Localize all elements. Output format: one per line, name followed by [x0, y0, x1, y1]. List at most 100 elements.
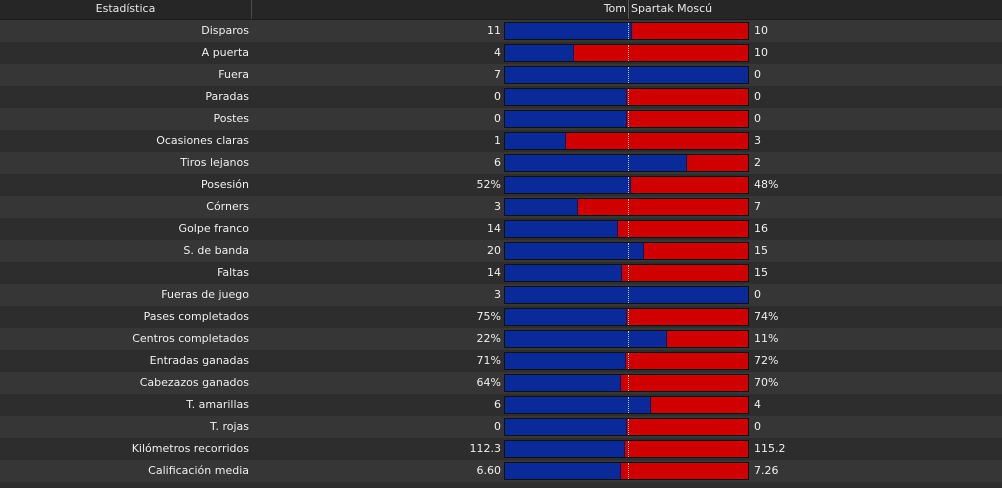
- comparison-bar: [504, 176, 749, 194]
- comparison-bar: [504, 396, 749, 414]
- away-value: 15: [754, 266, 768, 279]
- bar-center-line: [628, 177, 629, 193]
- home-bar-fill: [505, 89, 627, 105]
- stat-row: A puerta 4 10: [0, 42, 1002, 64]
- away-value: 0: [754, 68, 761, 81]
- stats-table: Disparos 11 10 A puerta 4 10 Fuera 7 0 Paradas 0 0 P…: [0, 20, 1002, 482]
- home-value: 0: [494, 420, 501, 433]
- stat-label: Paradas: [205, 90, 249, 103]
- stat-label: S. de banda: [183, 244, 249, 257]
- bar-center-line: [628, 309, 629, 325]
- home-bar-fill: [505, 67, 748, 83]
- stat-label: Entradas ganadas: [149, 354, 249, 367]
- bar-center-line: [628, 67, 629, 83]
- away-value: 3: [754, 134, 761, 147]
- home-bar-fill: [505, 23, 632, 39]
- home-value: 20: [487, 244, 501, 257]
- stat-label: Disparos: [201, 24, 249, 37]
- bar-center-line: [628, 353, 629, 369]
- away-value: 115.2: [754, 442, 786, 455]
- home-bar-fill: [505, 463, 621, 479]
- stats-header: Estadística Tom Spartak Moscú: [0, 0, 1002, 20]
- home-value: 112.3: [469, 442, 502, 455]
- comparison-bar: [504, 132, 749, 150]
- home-bar-fill: [505, 419, 627, 435]
- stat-row: Calificación media 6.60 7.26: [0, 460, 1002, 482]
- stat-row: Fuera 7 0: [0, 64, 1002, 86]
- stat-row: Posesión 52% 48%: [0, 174, 1002, 196]
- comparison-bar: [504, 22, 749, 40]
- bar-center-line: [628, 23, 629, 39]
- comparison-bar: [504, 286, 749, 304]
- header-home-team: Tom: [603, 2, 626, 15]
- stat-row: Pases completados 75% 74%: [0, 306, 1002, 328]
- comparison-bar: [504, 352, 749, 370]
- stat-label: A puerta: [201, 46, 249, 59]
- home-value: 7: [494, 68, 501, 81]
- comparison-bar: [504, 374, 749, 392]
- home-value: 14: [487, 266, 501, 279]
- home-value: 3: [494, 200, 501, 213]
- home-bar-fill: [505, 243, 644, 259]
- stat-row: Tiros lejanos 6 2: [0, 152, 1002, 174]
- home-bar-fill: [505, 177, 631, 193]
- away-value: 10: [754, 24, 768, 37]
- stat-row: Paradas 0 0: [0, 86, 1002, 108]
- header-stat-column[interactable]: Estadística: [0, 0, 252, 19]
- home-value: 6: [494, 398, 501, 411]
- bar-center-line: [628, 45, 629, 61]
- bar-center-line: [628, 287, 629, 303]
- stat-label: Postes: [213, 112, 249, 125]
- stat-row: Córners 3 7: [0, 196, 1002, 218]
- comparison-bar: [504, 242, 749, 260]
- comparison-bar: [504, 308, 749, 326]
- bar-center-line: [628, 375, 629, 391]
- bar-center-line: [628, 419, 629, 435]
- home-value: 0: [494, 90, 501, 103]
- away-value: 0: [754, 420, 761, 433]
- away-value: 0: [754, 90, 761, 103]
- home-value: 14: [487, 222, 501, 235]
- away-value: 16: [754, 222, 768, 235]
- home-value: 64%: [476, 376, 501, 389]
- bar-center-line: [628, 89, 629, 105]
- stat-label: Fuera: [218, 68, 249, 81]
- comparison-bar: [504, 198, 749, 216]
- stat-label: Tiros lejanos: [180, 156, 249, 169]
- stat-label: Golpe franco: [178, 222, 249, 235]
- away-value: 70%: [754, 376, 779, 389]
- bar-center-line: [628, 463, 629, 479]
- home-value: 52%: [476, 178, 501, 191]
- stat-label: Cabezazos ganados: [139, 376, 249, 389]
- home-value: 75%: [476, 310, 501, 323]
- stat-row: Cabezazos ganados 64% 70%: [0, 372, 1002, 394]
- home-bar-fill: [505, 353, 626, 369]
- home-bar-fill: [505, 375, 621, 391]
- stat-label: Posesión: [201, 178, 249, 191]
- comparison-bar: [504, 88, 749, 106]
- bar-center-line: [628, 155, 629, 171]
- header-divider: [628, 0, 629, 19]
- home-value: 0: [494, 112, 501, 125]
- away-value: 10: [754, 46, 768, 59]
- away-value: 0: [754, 288, 761, 301]
- home-value: 4: [494, 46, 501, 59]
- bar-center-line: [628, 397, 629, 413]
- home-bar-fill: [505, 331, 667, 347]
- header-away-team: Spartak Moscú: [631, 2, 713, 15]
- away-value: 7.26: [754, 464, 779, 477]
- away-value: 0: [754, 112, 761, 125]
- stat-row: S. de banda 20 15: [0, 240, 1002, 262]
- bar-center-line: [628, 243, 629, 259]
- bar-center-line: [628, 199, 629, 215]
- bar-center-line: [628, 441, 629, 457]
- home-bar-fill: [505, 45, 574, 61]
- stat-label: Ocasiones claras: [156, 134, 249, 147]
- stat-row: Fueras de juego 3 0: [0, 284, 1002, 306]
- comparison-bar: [504, 264, 749, 282]
- bar-center-line: [628, 133, 629, 149]
- home-value: 6: [494, 156, 501, 169]
- stat-row: Entradas ganadas 71% 72%: [0, 350, 1002, 372]
- stat-row: Postes 0 0: [0, 108, 1002, 130]
- comparison-bar: [504, 154, 749, 172]
